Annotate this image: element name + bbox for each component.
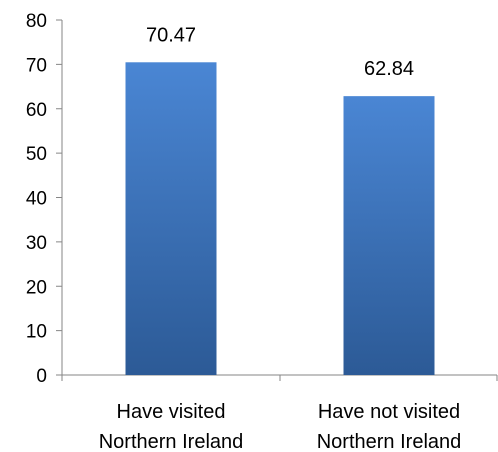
- data-label: 62.84: [364, 58, 414, 80]
- y-tick-label: 40: [26, 189, 47, 210]
- bar: [125, 62, 217, 376]
- y-tick-label: 70: [26, 55, 47, 76]
- y-axis: 0 10 20 30 40 50 60 70 80: [26, 11, 63, 387]
- bars: [125, 62, 435, 376]
- y-tick-label: 10: [26, 322, 47, 343]
- x-axis: Have visited Northern Ireland Have not vis…: [61, 374, 498, 452]
- y-tick-label: 20: [26, 277, 47, 298]
- y-tick-label: 80: [26, 11, 47, 32]
- data-labels: 70.47 62.84: [146, 24, 414, 80]
- data-label: 70.47: [146, 24, 196, 46]
- x-category-label: Have not visited: [318, 401, 460, 423]
- bar: [343, 96, 435, 376]
- x-category-label: Northern Ireland: [317, 431, 462, 452]
- x-category-label: Have visited: [117, 401, 226, 423]
- x-category-label: Northern Ireland: [99, 431, 244, 452]
- y-tick-label: 30: [26, 233, 47, 254]
- y-tick-label: 0: [36, 366, 47, 387]
- y-tick-label: 60: [26, 100, 47, 121]
- y-tick-label: 50: [26, 144, 47, 165]
